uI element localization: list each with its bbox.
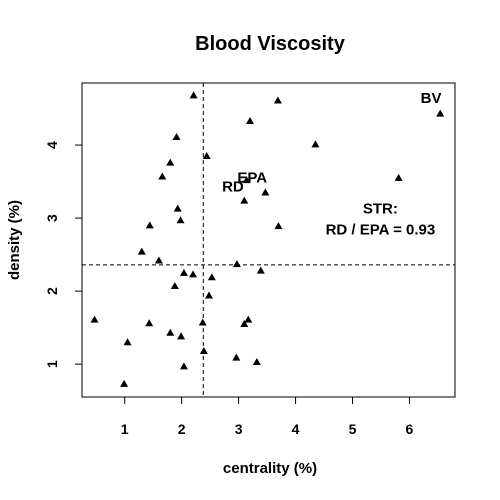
data-point [394,173,403,181]
data-point [244,315,253,323]
x-tick-label: 5 [349,421,357,437]
data-point [198,318,207,326]
x-tick-label: 1 [121,421,129,437]
data-point [261,188,270,196]
data-point [242,176,251,184]
data-point [166,328,175,336]
data-points [90,91,445,387]
x-axis: 1 2 3 4 5 6 [121,396,414,437]
plot-frame [81,82,456,398]
data-point [158,172,167,180]
data-point [240,319,249,327]
annotation-label: STR: [363,200,398,217]
data-point [202,152,211,160]
y-axis-label: density (%) [6,200,23,280]
x-tick-label: 2 [178,421,186,437]
data-point [145,319,154,327]
annotation-label: RD [222,178,244,195]
data-point [154,256,163,264]
data-point [145,221,154,229]
data-point [232,353,241,361]
annotation-label: EPA [237,170,267,187]
data-point [436,109,445,117]
reference-lines [82,83,455,397]
data-point [189,270,198,278]
data-point [189,91,198,99]
data-point [274,222,283,230]
data-point [177,332,186,340]
y-tick-label: 2 [44,287,60,295]
data-point [176,216,185,224]
y-axis: 1 2 3 4 [44,141,83,368]
x-axis-label: centrality (%) [223,460,317,477]
data-point [232,260,241,268]
data-point [273,96,282,104]
data-point [245,116,254,124]
data-point [172,133,181,141]
x-tick-label: 6 [406,421,414,437]
data-point [90,315,99,323]
data-point [120,379,129,387]
x-tick-label: 3 [235,421,243,437]
y-tick-label: 4 [44,141,60,149]
y-tick-label: 1 [44,360,60,368]
data-point [207,273,216,281]
data-point [311,140,320,148]
data-point [204,291,213,299]
y-tick-label: 3 [44,214,60,222]
data-point [137,247,146,255]
data-point [123,338,132,346]
data-point [199,346,208,354]
data-point [252,357,261,365]
data-point [179,362,188,370]
x-tick-label: 4 [292,421,300,437]
annotation-label: RD / EPA = 0.93 [326,221,436,238]
data-point [173,204,182,212]
data-point [240,196,249,204]
data-point [179,268,188,276]
chart-title: Blood Viscosity [195,33,346,55]
annotation-label: BV [421,90,442,107]
data-point [166,158,175,166]
data-point [170,282,179,290]
data-point [256,266,265,274]
